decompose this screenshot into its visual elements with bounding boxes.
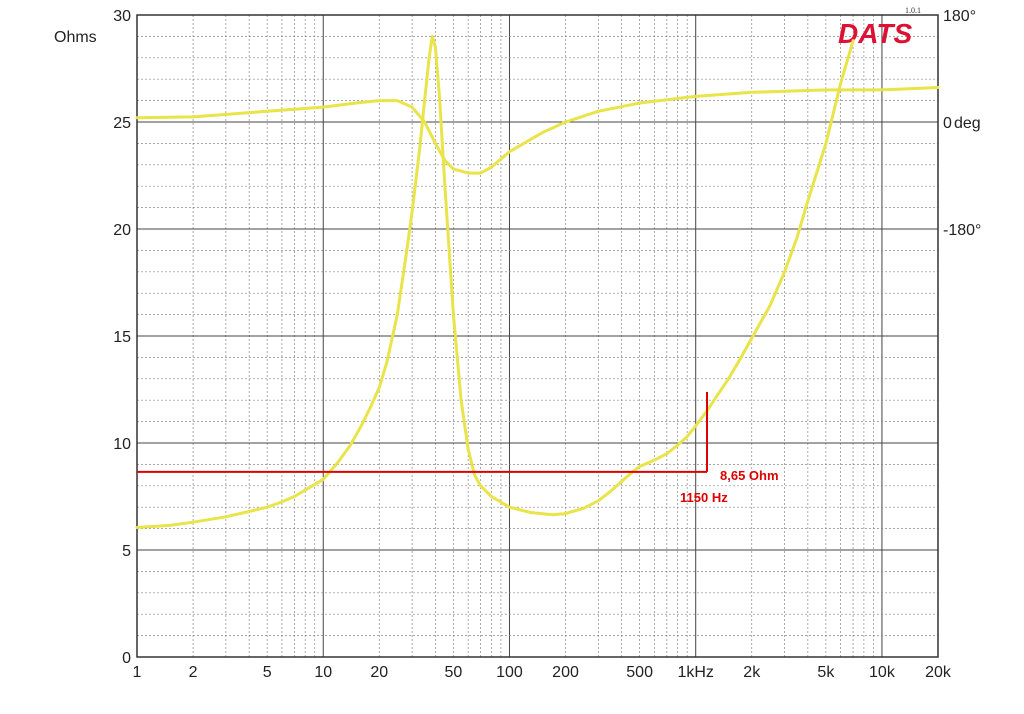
y-tick-label: 25 — [113, 115, 131, 132]
x-tick-label: 20 — [370, 664, 388, 681]
phase-axis-label: deg — [954, 115, 981, 132]
x-tick-label: 2 — [189, 664, 198, 681]
x-tick-label: 2k — [743, 664, 761, 681]
y-tick-label: 5 — [122, 543, 131, 560]
plot-frame — [136, 14, 939, 658]
marker-frequency-label: 1150 Hz — [680, 490, 728, 505]
x-tick-label: 20k — [925, 664, 952, 681]
series-layer — [135, 34, 940, 529]
y-tick-label: 15 — [113, 329, 131, 346]
x-tick-label: 5k — [817, 664, 835, 681]
x-tick-label: 1kHz — [677, 664, 713, 681]
x-tick-label: 10k — [869, 664, 896, 681]
x-tick-label: 100 — [496, 664, 523, 681]
y-tick-label: 30 — [113, 8, 131, 25]
y-tick-label: 10 — [113, 436, 131, 453]
y-tick-label: 0 — [122, 650, 131, 667]
y-tick-label: 20 — [113, 222, 131, 239]
brand-logo: DATS — [838, 18, 912, 49]
phase-tick-label: 180° — [943, 8, 976, 25]
x-tick-label: 10 — [314, 664, 332, 681]
phase-tick-label: -180° — [943, 222, 981, 239]
x-tick-label: 200 — [552, 664, 579, 681]
x-tick-label: 50 — [445, 664, 463, 681]
marker-impedance-label: 8,65 Ohm — [720, 468, 779, 483]
annotation-marker: 8,65 Ohm 1150 Hz — [137, 392, 779, 505]
impedance-curve — [135, 34, 855, 529]
version-label: 1.0.1 — [905, 6, 921, 15]
x-tick-label: 1 — [133, 664, 142, 681]
x-tick-label: 5 — [263, 664, 272, 681]
y-axis-label-left: Ohms — [54, 29, 97, 46]
x-tick-label: 500 — [626, 664, 653, 681]
phase-tick-label: 0 — [943, 115, 952, 132]
phase-curve — [135, 86, 940, 175]
tick-labels: 1 2 5 10 20 50 100 200 500 1kHz 2k 5k 10k 20k05101520… — [113, 8, 981, 681]
